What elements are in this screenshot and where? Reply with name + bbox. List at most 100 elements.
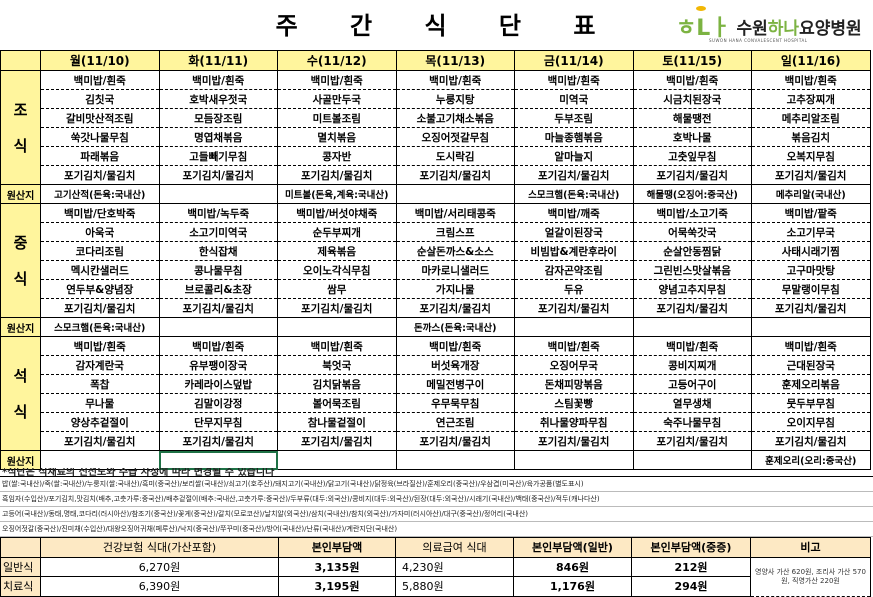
cost-cell: 212원 (631, 556, 751, 577)
origin-cell (751, 317, 871, 337)
cost-header-remark: 비고 (750, 537, 871, 558)
origin-note-line: 오징어젓갈(중국산)/진미채(수입산)/대왕오징어귀채(페루산)/낙지(중국산)… (0, 522, 873, 537)
menu-item: 메밀전병구이 (395, 374, 515, 394)
cost-header-medicaid: 의료급여 식대 (395, 537, 514, 558)
cost-cell: 3,135원 (278, 556, 396, 577)
menu-item: 참나물겉절이 (277, 412, 397, 432)
menu-item: 백미밥/팥죽 (751, 203, 871, 223)
cost-cell: 1,176원 (513, 576, 632, 597)
menu-item: 백미밥/흰죽 (277, 336, 397, 356)
cost-row-label: 치료식 (0, 576, 41, 597)
cost-cell: 5,880원 (395, 576, 514, 597)
origin-cell (277, 450, 397, 470)
menu-item: 폭찹 (40, 374, 160, 394)
menu-item: 순살돈까스&소스 (395, 241, 515, 261)
menu-item: 백미밥/흰죽 (751, 70, 871, 90)
menu-item: 고추장찌개 (751, 89, 871, 109)
origin-cell: 훈제오리(오리:중국산) (751, 450, 871, 470)
menu-item: 연두부&양념장 (40, 279, 160, 299)
origin-cell (395, 450, 515, 470)
menu-item: 소고기미역국 (158, 222, 278, 242)
menu-item: 미트볼조림 (277, 108, 397, 128)
menu-row: 파래볶음 고들빼기무침 콩자반 도시락김 알마늘지 고춧잎무침 오복지무침 (1, 146, 871, 166)
cost-cell: 3,195원 (278, 576, 396, 597)
cost-header-copay-general: 본인부담액(일반) (513, 537, 632, 558)
menu-row: 포기김치/물김치 포기김치/물김치 포기김치/물김치 포기김치/물김치 포기김치/물김치… (1, 431, 871, 451)
menu-item: 포기김치/물김치 (632, 165, 752, 185)
meal-label-top: 석 (13, 366, 28, 385)
menu-item: 볼어묵조림 (277, 393, 397, 413)
cost-header-insurance: 건강보험 식대(가산포함) (40, 537, 279, 558)
menu-item: 볶음김치 (751, 127, 871, 147)
origin-cell (632, 317, 752, 337)
menu-item: 마카로니샐러드 (395, 260, 515, 280)
origin-cell (277, 317, 397, 337)
menu-item: 비빔밥&계란후라이 (514, 241, 634, 261)
origin-cell: 메추리알(국내산) (751, 184, 871, 204)
menu-item: 코다리조림 (40, 241, 160, 261)
origin-cell[interactable] (158, 450, 278, 470)
menu-item: 카레라이스덮밥 (158, 374, 278, 394)
origin-cell: 고기산적(돈육:국내산) (40, 184, 160, 204)
menu-item: 북엇국 (277, 355, 397, 375)
menu-item: 무말랭이무침 (751, 279, 871, 299)
menu-item: 포기김치/물김치 (158, 165, 278, 185)
menu-row: 포기김치/물김치 포기김치/물김치 포기김치/물김치 포기김치/물김치 포기김치/물김치… (1, 298, 871, 318)
menu-item: 백미밥/흰죽 (158, 336, 278, 356)
menu-item: 백미밥/흰죽 (514, 336, 634, 356)
corner-cell (0, 50, 41, 71)
menu-item: 포기김치/물김치 (158, 431, 278, 451)
menu-item: 포기김치/물김치 (632, 431, 752, 451)
origin-cell: 스모크햄(돈육:국내산) (514, 184, 634, 204)
day-header: 수(11/12) (277, 50, 397, 71)
hospital-name: 수원하나요양병원 (736, 18, 862, 39)
menu-item: 명엽채볶음 (158, 127, 278, 147)
menu-item: 백미밥/깨죽 (514, 203, 634, 223)
menu-item: 백미밥/흰죽 (751, 336, 871, 356)
meal-label-top: 중 (13, 233, 28, 252)
breakfast-origin-row: 원산지 고기산적(돈육:국내산) 미트볼(돈육,계육:국내산) 스모크햄(돈육:국내산… (0, 184, 871, 204)
menu-row: 폭찹 카레라이스덮밥 김치닭볶음 메밀전병구이 돈채피망볶음 고등어구이 훈제오리볶음 (1, 374, 871, 394)
menu-item: 마늘종햄볶음 (514, 127, 634, 147)
menu-item: 포기김치/물김치 (751, 431, 871, 451)
origin-cell: 해물땡(오징어:중국산) (632, 184, 752, 204)
menu-row: 멕시칸샐러드 콩나물무침 오이노각식무침 마카로니샐러드 감자곤약조림 그린빈스맛살볶음 고… (1, 260, 871, 280)
meal-label-top: 조 (13, 100, 28, 119)
menu-item: 버섯육개장 (395, 355, 515, 375)
notice-text: *식단은 식재료의 신선도와 수급 사정에 따라 변경될 수 있습니다 (0, 468, 873, 477)
menu-item: 콩나물무침 (158, 260, 278, 280)
menu-item: 한식잡채 (158, 241, 278, 261)
hospital-subtitle: SUWON HANA CONVALESCENT HOSPITAL (709, 38, 808, 43)
cost-remark: 영양사 가산 620원, 조리사 가산 570원, 직영가산 220원 (750, 556, 871, 597)
menu-item: 포기김치/물김치 (40, 298, 160, 318)
menu-item: 백미밥/흰죽 (277, 70, 397, 90)
dinner-origin-row: 원산지 훈제오리(오리:중국산) (0, 450, 871, 470)
origin-cell (158, 317, 278, 337)
menu-row: 연두부&양념장 브로콜리&초장 쌈무 가지나물 두유 양념고추지무침 무말랭이무침 (1, 279, 871, 299)
menu-row: 갈비맛산적조림 모듬장조림 미트볼조림 소불고기채소볶음 두부조림 해물땡전 메추리알조림 (1, 108, 871, 128)
menu-item: 스팀꽃빵 (514, 393, 634, 413)
origin-cell (395, 184, 515, 204)
menu-item: 포기김치/물김치 (395, 298, 515, 318)
logo-mark-icon: ㅎLㅏ (676, 6, 731, 42)
menu-item: 포기김치/물김치 (277, 431, 397, 451)
cost-header-copay-severe: 본인부담액(중증) (631, 537, 751, 558)
cost-cell: 4,230원 (395, 556, 514, 577)
origin-cell: 돈까스(돈육:국내산) (395, 317, 515, 337)
day-header-row: 월(11/10) 화(11/11) 수(11/12) 목(11/13) 금(11/14)… (0, 50, 871, 71)
menu-item: 쌈무 (277, 279, 397, 299)
menu-item: 도시락김 (395, 146, 515, 166)
menu-item: 해물땡전 (632, 108, 752, 128)
menu-item: 양상추겉절이 (40, 412, 160, 432)
menu-item: 오징어젓갈무침 (395, 127, 515, 147)
menu-item: 포기김치/물김치 (514, 165, 634, 185)
origin-label: 원산지 (0, 184, 41, 204)
cost-cell: 6,390원 (40, 576, 279, 597)
menu-item: 백미밥/흰죽 (40, 336, 160, 356)
menu-item: 미역국 (514, 89, 634, 109)
cost-cell: 846원 (513, 556, 632, 577)
menu-item: 유부팽이장국 (158, 355, 278, 375)
menu-item: 포기김치/물김치 (632, 298, 752, 318)
day-header: 토(11/15) (632, 50, 752, 71)
